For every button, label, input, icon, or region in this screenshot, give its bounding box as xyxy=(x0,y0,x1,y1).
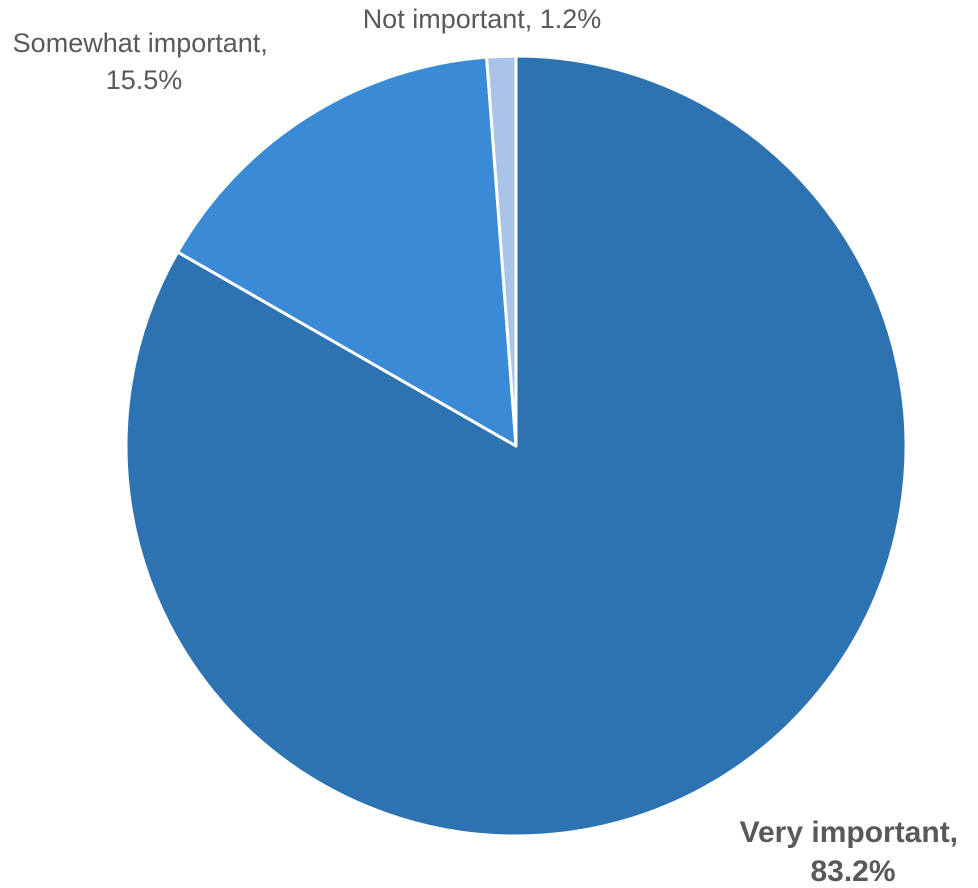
data-label-somewhat-important-value: 15.5% xyxy=(106,65,183,95)
data-label-somewhat-important: Somewhat important, 15.5% xyxy=(13,28,276,95)
pie-slice-somewhat-important xyxy=(176,55,518,448)
pie-slice-not-important xyxy=(485,54,518,448)
data-labels: Very important, 83.2% Somewhat important… xyxy=(13,4,967,888)
data-label-very-important-value: 83.2% xyxy=(810,855,895,888)
data-label-not-important: Not important, 1.2% xyxy=(363,4,602,34)
data-label-somewhat-important-name: Somewhat important, xyxy=(13,28,268,58)
data-label-very-important: Very important, 83.2% xyxy=(740,816,967,888)
data-label-very-important-name: Very important, xyxy=(740,816,958,849)
pie-slices xyxy=(124,54,908,838)
data-label-not-important-text: Not important, 1.2% xyxy=(363,4,602,34)
